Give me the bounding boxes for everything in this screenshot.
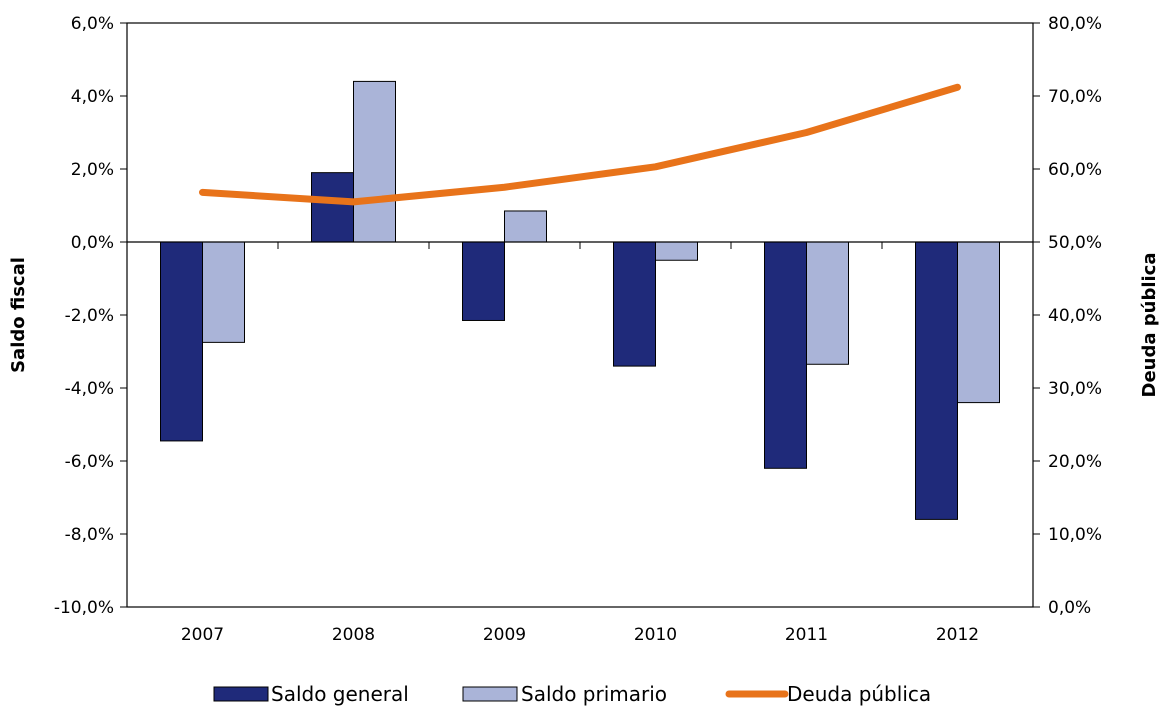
y-left-tick-label: -8,0% (65, 525, 114, 545)
y-right-tick-label: 10,0% (1048, 525, 1102, 545)
legend: Saldo general Saldo primario Deuda públi… (213, 682, 931, 706)
line-deuda-pública (199, 83, 961, 206)
line-layer (199, 83, 961, 206)
legend-swatch-saldo-primario (462, 686, 518, 702)
bar-saldo-general-2012 (915, 241, 958, 520)
bar-saldo-general-2009 (462, 241, 505, 321)
legend-label-saldo-general: Saldo general (271, 682, 409, 706)
y-left-tick-label: 0,0% (71, 233, 114, 253)
x-tick-label: 2008 (332, 625, 375, 645)
x-tick-label: 2009 (483, 625, 526, 645)
y-right-tick-label: 50,0% (1048, 233, 1102, 253)
bar-saldo-primario-2007 (202, 241, 245, 343)
y-right-tick-label: 0,0% (1048, 598, 1091, 618)
y-left-tick-label: -10,0% (54, 598, 114, 618)
y-left-tick-label: 6,0% (71, 14, 114, 34)
legend-label-saldo-primario: Saldo primario (521, 682, 667, 706)
x-tick-label: 2007 (181, 625, 224, 645)
x-tick-label: 2010 (634, 625, 677, 645)
y-right-tick-label: 70,0% (1048, 87, 1102, 107)
bar-saldo-general-2010 (613, 241, 656, 367)
y-right-tick-label: 20,0% (1048, 452, 1102, 472)
bar-saldo-general-2011 (764, 241, 807, 469)
bar-saldo-primario-2008 (353, 80, 396, 243)
legend-swatch-saldo-general (213, 686, 269, 702)
bar-saldo-primario-2010 (655, 241, 698, 261)
bar-saldo-general-2007 (160, 241, 203, 442)
bar-saldo-primario-2009 (504, 210, 547, 243)
y-right-tick-label: 80,0% (1048, 14, 1102, 34)
bar-saldo-primario-2012 (957, 241, 1000, 404)
bars-layer (160, 80, 1000, 520)
y-left-tick-label: 4,0% (71, 87, 114, 107)
y-left-tick-label: 2,0% (71, 160, 114, 180)
bar-saldo-general-2008 (311, 172, 354, 243)
y-right-title: Deuda pública (1139, 252, 1160, 397)
x-tick-label: 2011 (785, 625, 828, 645)
y-left-title: Saldo fiscal (8, 257, 29, 373)
ticks-layer: 6,0% 4,0% 2,0% 0,0% -2,0% -4,0% -6,0% -8,0% -10,… (54, 14, 1102, 645)
plot-frame (126, 22, 1034, 608)
y-right-tick-label: 60,0% (1048, 160, 1102, 180)
y-right-tick-label: 40,0% (1048, 306, 1102, 326)
y-left-tick-label: -6,0% (65, 452, 114, 472)
y-left-tick-label: -2,0% (65, 306, 114, 326)
x-tick-label: 2012 (936, 625, 979, 645)
y-right-tick-label: 30,0% (1048, 379, 1102, 399)
y-left-tick-label: -4,0% (65, 379, 114, 399)
legend-label-deuda-publica: Deuda pública (787, 682, 931, 706)
bar-saldo-primario-2011 (806, 241, 849, 365)
axes-layer (120, 22, 1040, 608)
